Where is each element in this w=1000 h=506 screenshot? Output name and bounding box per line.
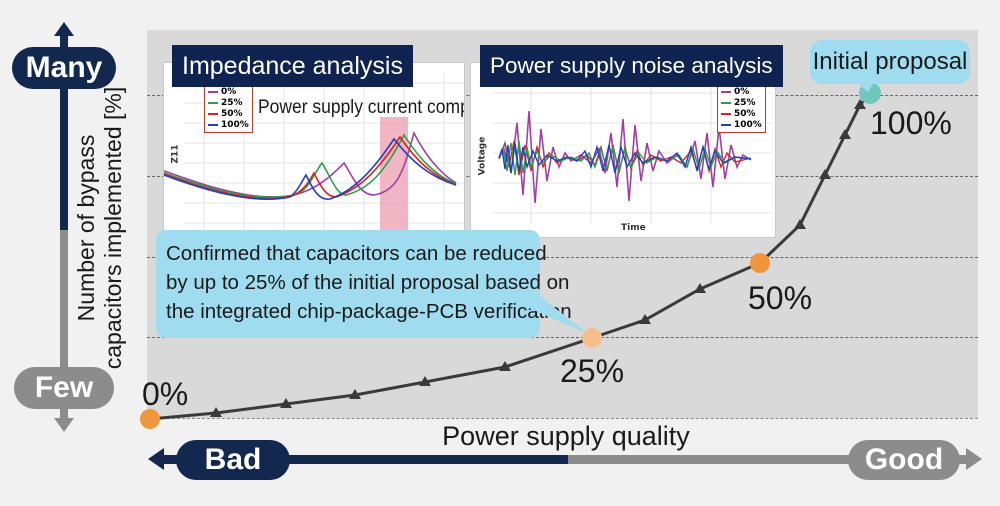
noise-title: Power supply noise analysis [480,45,783,87]
curve-marker [839,129,851,139]
noise-legend-25: 25% [734,98,756,108]
current-component-annotation: Power supply current component [258,97,464,118]
gridline-50 [147,257,978,258]
curve-marker [419,376,431,386]
initial-proposal-callout: Initial proposal [810,40,970,84]
label-25: 25% [560,353,625,389]
y-axis-arrow-up [54,22,74,36]
impedance-legend-25: 25% [221,98,243,108]
curve-marker [210,407,222,417]
curve-marker [499,361,511,371]
curve-marker [349,389,361,399]
x-axis-arrow-right [966,448,982,470]
curve-marker [794,219,806,229]
gridline-25 [147,337,978,338]
impedance-legend-50: 50% [221,109,243,119]
y-axis-many-label: Many [12,47,116,89]
x-axis-good-label: Good [848,440,960,480]
point-100 [859,82,881,104]
confirmed-line1: Confirmed that capacitors can be reduced [166,242,547,265]
noise-legend-100: 100% [734,120,762,130]
y-axis-few-label: Few [14,367,114,409]
point-50 [750,253,770,273]
x-axis-bar-left [160,455,568,464]
noise-legend: 0% 25% 50% 100% [717,85,766,133]
y-axis-arrow-down [54,418,74,432]
impedance-title: Impedance analysis [172,45,413,87]
noise-plot [493,83,771,223]
point-25 [582,328,602,348]
impedance-legend-100: 100% [221,120,249,130]
gridline-0 [147,418,978,419]
x-axis-bar-right [568,455,968,464]
y-axis-bar-top [60,34,68,230]
noise-legend-0: 0% [734,87,750,97]
label-0: 0% [142,376,189,412]
noise-inset: 0% 25% 50% 100% Voltage Time [470,62,776,238]
impedance-legend: 0% 25% 50% 100% [204,85,253,133]
confirmed-line3: the integrated chip-package-PCB verifica… [166,300,572,323]
noise-legend-50: 50% [734,109,756,119]
label-100: 100% [870,105,952,141]
x-axis-arrow-left [148,448,164,470]
point-0 [140,409,160,429]
curve-marker [639,314,651,324]
confirmed-callout: Confirmed that capacitors can be reduced… [156,230,572,338]
curve-marker [694,283,706,293]
impedance-plot [164,73,464,235]
curve-marker [854,99,866,109]
impedance-legend-0: 0% [221,87,237,97]
label-50: 50% [748,280,813,316]
curve-marker [280,398,292,408]
noise-x-label: Time [621,223,646,233]
x-axis-title-text: Power supply quality [442,421,690,451]
curve-marker [819,169,831,179]
confirmed-line2: by up to 25% of the initial proposal bas… [166,271,570,294]
x-axis-bad-label: Bad [176,440,290,480]
x-axis-title: Power supply quality [0,421,1000,452]
y-axis-bar-bottom [60,230,68,418]
